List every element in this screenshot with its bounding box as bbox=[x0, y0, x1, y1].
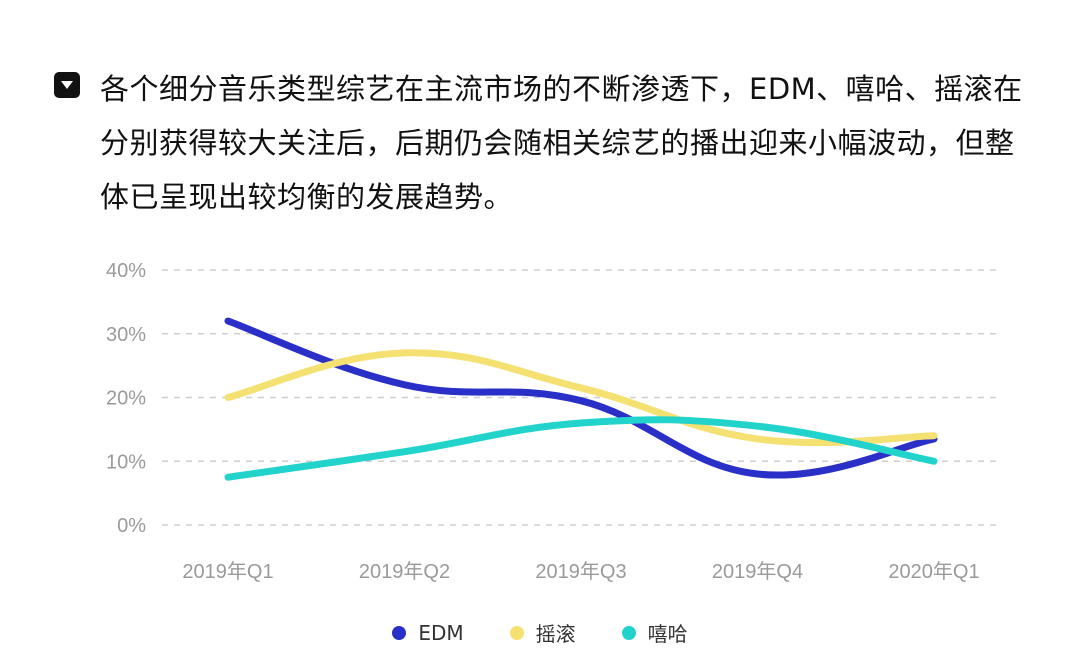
legend-item: 摇滚 bbox=[509, 618, 576, 647]
legend-label: EDM bbox=[418, 620, 464, 645]
legend-marker-icon bbox=[509, 625, 524, 640]
y-tick-label: 40% bbox=[106, 260, 146, 282]
legend-label: 嘻哈 bbox=[647, 622, 688, 646]
x-tick-label: 2019年Q3 bbox=[535, 560, 626, 583]
legend-label: 摇滚 bbox=[535, 622, 576, 646]
y-tick-label: 20% bbox=[106, 388, 146, 410]
legend-item: EDM bbox=[392, 618, 464, 647]
y-tick-label: 10% bbox=[106, 451, 146, 473]
line-chart: 0% 10% 20% 30% 40% 2019年Q1 2019年Q2 2019年Q3 2019年… bbox=[106, 260, 1000, 583]
legend-marker-icon bbox=[392, 625, 407, 640]
x-tick-label: 2019年Q2 bbox=[359, 560, 450, 583]
chart-legend: EDM 摇滚 嘻哈 bbox=[0, 618, 1080, 647]
legend-item: 嘻哈 bbox=[621, 618, 688, 647]
series-line-EDM bbox=[224, 317, 938, 479]
series-line-嘻哈 bbox=[224, 416, 938, 481]
x-tick-label: 2019年Q1 bbox=[182, 560, 273, 583]
headline-text: 各个细分音乐类型综艺在主流市场的不断渗透下，EDM、嘻哈、摇滚在分别获得较大关注… bbox=[100, 72, 1023, 214]
x-tick-label: 2019年Q4 bbox=[712, 560, 803, 583]
legend-marker-icon bbox=[621, 625, 636, 640]
y-tick-label: 0% bbox=[117, 515, 146, 537]
y-tick-label: 30% bbox=[106, 324, 146, 346]
x-tick-label: 2020年Q1 bbox=[888, 560, 979, 583]
series-line-摇滚 bbox=[224, 349, 938, 447]
caret-down-icon bbox=[54, 72, 80, 98]
